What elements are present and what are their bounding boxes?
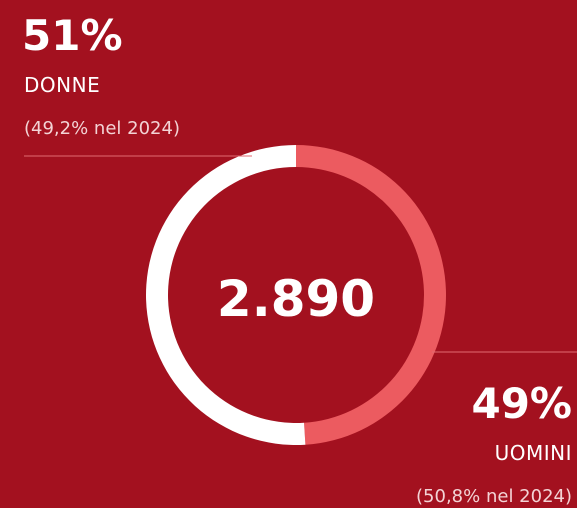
value-label: 51%	[22, 11, 123, 60]
donut-segment	[296, 145, 447, 445]
note: (50,8% nel 2024)	[416, 486, 572, 507]
donut-segment	[146, 145, 306, 445]
note: (49,2% nel 2024)	[24, 118, 180, 139]
category-label: DONNE	[24, 73, 100, 97]
category-label: UOMINI	[495, 441, 572, 465]
donut	[146, 145, 447, 445]
value-label: 49%	[471, 379, 572, 428]
center-label: 2.890	[217, 270, 375, 328]
